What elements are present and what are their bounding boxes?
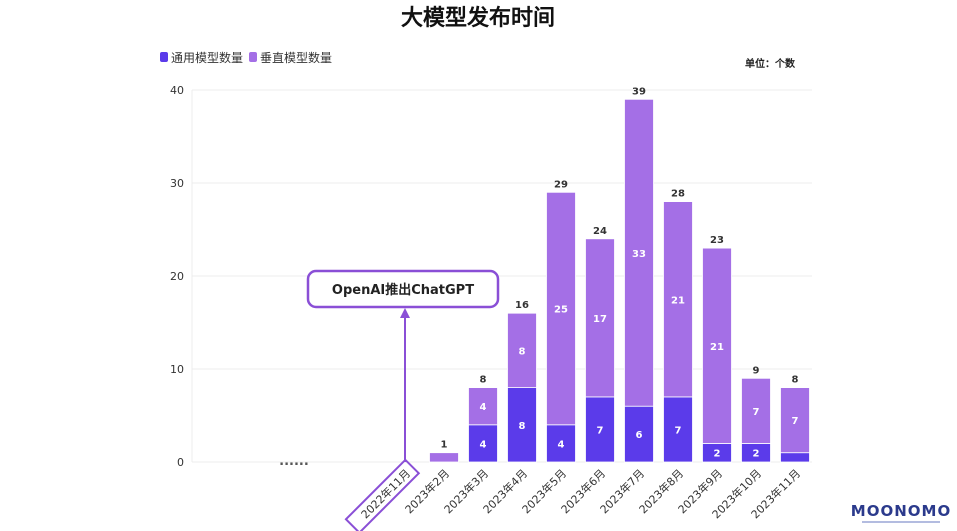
bar-value-label: 8	[519, 421, 526, 432]
bar-value-label: 33	[632, 249, 646, 260]
unit-label: 单位：个数	[745, 57, 796, 70]
legend-swatch-0	[160, 52, 168, 62]
bar-segment	[546, 191, 576, 426]
annotation-box	[306, 269, 500, 309]
legend-label-1: 垂直模型数量	[260, 50, 332, 65]
bar-value-label: 2	[714, 449, 721, 460]
bar-value-label: 6	[636, 430, 643, 441]
bar-value-label: 7	[753, 407, 760, 418]
bar-total-label: 1	[441, 440, 448, 451]
annotation: OpenAI推出ChatGPT	[306, 269, 500, 462]
bar-value-label: 7	[675, 425, 682, 436]
bar-total-label: 28	[671, 189, 685, 200]
bar-value-label: 25	[554, 305, 568, 316]
bar-total-label: 23	[710, 235, 724, 246]
bar-total-label: 29	[554, 179, 568, 190]
bar-total-label: 9	[753, 365, 760, 376]
bar-total-label: 24	[593, 226, 607, 237]
bar-total-label: 8	[792, 375, 799, 386]
legend-label-0: 通用模型数量	[171, 50, 243, 65]
bar-value-label: 8	[519, 346, 526, 357]
bar-value-label: 21	[671, 295, 685, 306]
y-tick-label: 10	[170, 363, 184, 376]
bar-segment	[780, 452, 810, 463]
bar-segment	[546, 424, 576, 463]
bar-value-label: 7	[597, 425, 604, 436]
watermark-logo: MOONOMO	[851, 502, 951, 523]
x-axis: 2022年11月2023年2月2023年3月2023年4月2023年5月2023…	[344, 458, 803, 531]
bar-value-label: 4	[480, 402, 487, 413]
bar-value-label: 21	[710, 342, 724, 353]
watermark-text: MOONOMO	[851, 502, 951, 520]
bar-value-label: 4	[558, 439, 565, 450]
y-tick-label: 40	[170, 84, 184, 97]
x-tick-label: 2022年11月	[358, 466, 413, 521]
bar-total-label: 16	[515, 300, 529, 311]
bar-value-label: 4	[480, 439, 487, 450]
bar-segment	[429, 452, 459, 463]
bar-total-label: 39	[632, 86, 646, 97]
bar-segment	[741, 377, 771, 444]
bar-segment	[468, 424, 498, 463]
highlight-frame-rect	[344, 458, 421, 531]
gap-marker: ......	[279, 454, 309, 469]
bars: 1 4 4 8 8 8 16 4 25 29 7 17 24 6 33 39 7 21 28 2 21 23 2 7 9 7 8	[429, 86, 810, 463]
y-tick-label: 30	[170, 177, 184, 190]
y-axis: 0 10 20 30 40	[170, 84, 184, 469]
bar-total-label: 8	[480, 375, 487, 386]
bar-segment	[624, 98, 654, 407]
y-tick-label: 0	[177, 456, 184, 469]
bar-segment	[585, 238, 615, 398]
highlight-frame	[344, 458, 421, 531]
annotation-text: OpenAI推出ChatGPT	[332, 282, 474, 298]
chart-title: 大模型发布时间	[401, 5, 555, 31]
bar-value-label: 7	[792, 416, 799, 427]
legend-swatch-1	[249, 52, 257, 62]
bar-value-label: 17	[593, 314, 607, 325]
bar-segment	[507, 312, 537, 389]
legend: 通用模型数量 垂直模型数量	[160, 50, 332, 65]
bar-value-label: 2	[753, 449, 760, 460]
bar-segment	[780, 387, 810, 454]
y-tick-label: 20	[170, 270, 184, 283]
bar-segment	[702, 247, 732, 444]
bar-segment	[663, 201, 693, 398]
annotation-arrow-head	[400, 308, 410, 318]
bar-segment	[468, 387, 498, 426]
